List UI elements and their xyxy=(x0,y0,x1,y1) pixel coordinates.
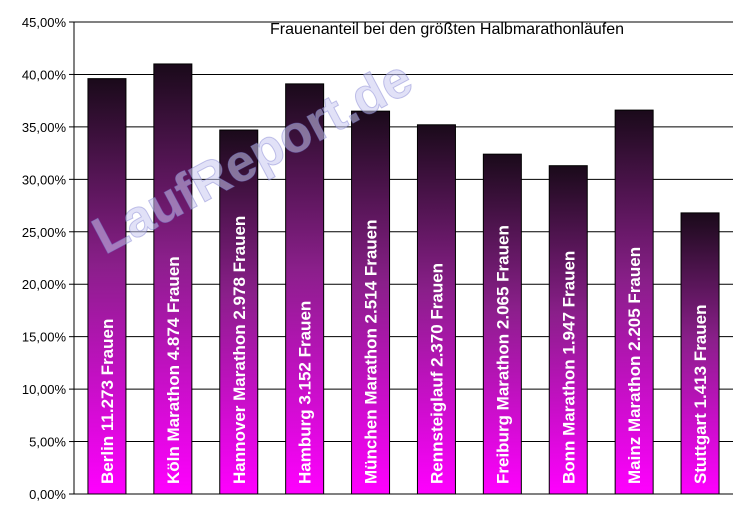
bar xyxy=(482,153,522,495)
y-tick-label: 5,00% xyxy=(29,435,66,450)
bars: Berlin 11.273 Frauen Köln Marathon 4.874 … xyxy=(87,63,720,495)
bar-label: Köln Marathon 4.874 Frauen xyxy=(164,256,183,484)
bar xyxy=(87,78,127,495)
bar xyxy=(285,83,325,495)
bar xyxy=(416,124,456,495)
y-tick-labels: 0,00% 5,00% 10,00% 15,00% 20,00% 25,00% 30,00%… xyxy=(22,15,74,502)
bar-label: München Marathon 2.514 Frauen xyxy=(362,220,381,485)
bar xyxy=(680,212,720,495)
bar-label: Mainz Marathon 2.205 Frauen xyxy=(625,247,644,484)
bar-label: Rennsteiglauf 2.370 Frauen xyxy=(427,263,446,484)
y-tick-label: 35,00% xyxy=(22,120,67,135)
bar-label: Hamburg 3.152 Frauen xyxy=(296,301,315,484)
bar-label: Bonn Marathon 1.947 Frauen xyxy=(559,251,578,484)
bar xyxy=(351,110,391,495)
axes xyxy=(73,22,733,495)
y-tick-label: 15,00% xyxy=(22,330,67,345)
bar-label: Hannover Marathon 2.978 Frauen xyxy=(230,216,249,484)
y-tick-label: 0,00% xyxy=(29,487,66,502)
y-tick-label: 25,00% xyxy=(22,225,67,240)
y-tick-label: 45,00% xyxy=(22,15,67,30)
bar-label: Stuttgart 1.413 Frauen xyxy=(691,305,710,485)
bar xyxy=(153,63,193,495)
y-tick-label: 10,00% xyxy=(22,382,67,397)
y-tick-label: 30,00% xyxy=(22,172,67,187)
y-tick-label: 20,00% xyxy=(22,277,67,292)
bar xyxy=(548,165,588,495)
y-tick-label: 40,00% xyxy=(22,67,67,82)
bar-label: Berlin 11.273 Frauen xyxy=(98,319,117,484)
chart-title: Frauenanteil bei den größten Halbmaratho… xyxy=(270,21,624,38)
bar xyxy=(614,109,654,495)
bar-label: Freiburg Marathon 2.065 Frauen xyxy=(493,225,512,484)
